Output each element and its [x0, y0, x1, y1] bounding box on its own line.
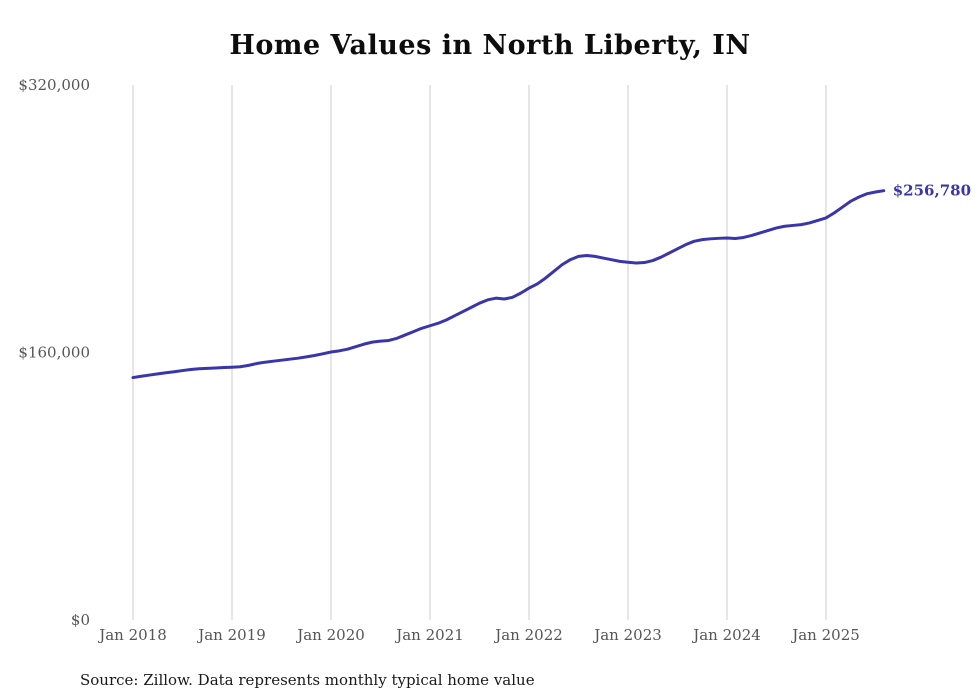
gridlines	[132, 85, 827, 620]
x-tick-label: Jan 2019	[196, 626, 266, 644]
x-tick-label: Jan 2020	[295, 626, 365, 644]
y-tick-label: $0	[71, 611, 90, 629]
y-tick-label: $320,000	[18, 76, 90, 94]
source-note: Source: Zillow. Data represents monthly …	[80, 671, 535, 689]
value-line	[131, 189, 886, 380]
x-tick-label: Jan 2023	[592, 626, 662, 644]
y-tick-label: $160,000	[18, 344, 90, 362]
y-axis-tick-labels: $0 $160,000 $320,000	[18, 76, 90, 629]
x-tick-label: Jan 2018	[97, 626, 167, 644]
x-tick-label: Jan 2025	[790, 626, 860, 644]
x-axis-tick-labels: Jan 2018 Jan 2019 Jan 2020 Jan 2021 Jan 2022…	[97, 626, 860, 644]
chart-title: Home Values in North Liberty, IN	[229, 30, 751, 61]
x-tick-label: Jan 2022	[493, 626, 563, 644]
x-tick-label: Jan 2024	[691, 626, 761, 644]
end-value-label: $256,780	[893, 182, 971, 200]
x-tick-label: Jan 2021	[394, 626, 464, 644]
